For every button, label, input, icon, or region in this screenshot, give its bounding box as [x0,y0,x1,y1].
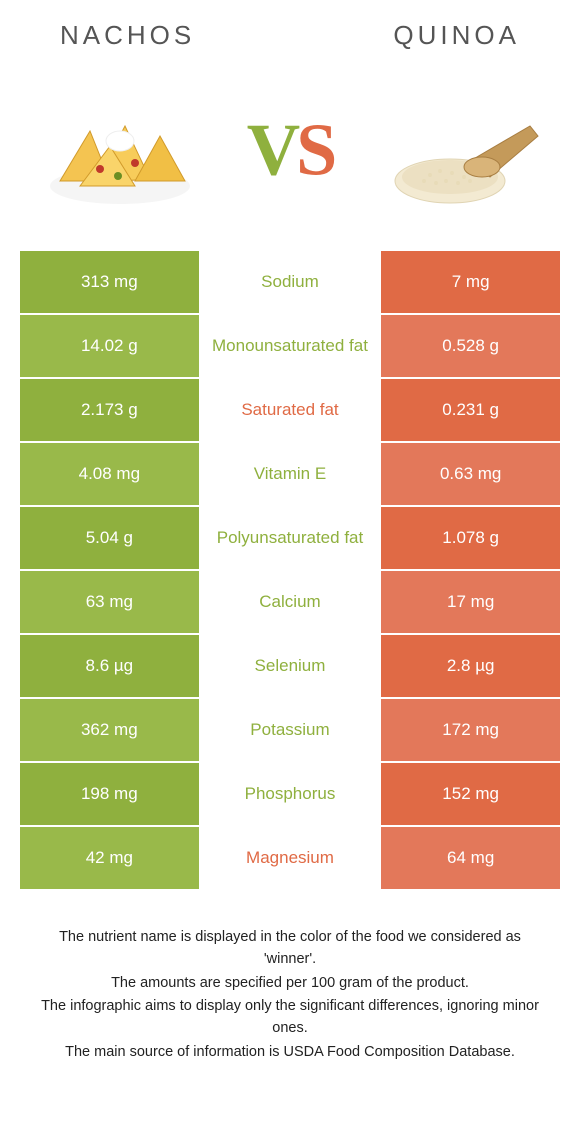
left-value: 5.04 g [20,507,199,569]
hero-row: VS [0,61,580,241]
nutrient-label: Calcium [201,571,380,633]
table-row: 198 mgPhosphorus152 mg [20,763,560,825]
nutrient-label: Selenium [201,635,380,697]
footnote-line: The infographic aims to display only the… [36,996,544,1040]
quinoa-image [380,91,540,211]
footnote-line: The amounts are specified per 100 gram o… [36,973,544,995]
right-value: 7 mg [381,251,560,313]
table-row: 362 mgPotassium172 mg [20,699,560,761]
left-value: 362 mg [20,699,199,761]
vs-badge: VS [247,109,334,194]
footnote-line: The nutrient name is displayed in the co… [36,927,544,971]
left-value: 4.08 mg [20,443,199,505]
right-value: 64 mg [381,827,560,889]
right-value: 172 mg [381,699,560,761]
footnotes: The nutrient name is displayed in the co… [0,891,580,1064]
table-row: 63 mgCalcium17 mg [20,571,560,633]
nutrient-label: Monounsaturated fat [201,315,380,377]
right-food-title: QUINOA [393,20,520,51]
right-value: 0.528 g [381,315,560,377]
nachos-image [40,91,200,211]
left-value: 14.02 g [20,315,199,377]
right-value: 152 mg [381,763,560,825]
right-value: 2.8 µg [381,635,560,697]
nutrient-label: Phosphorus [201,763,380,825]
nutrient-label: Magnesium [201,827,380,889]
right-value: 1.078 g [381,507,560,569]
nutrient-label: Vitamin E [201,443,380,505]
nutrient-label: Polyunsaturated fat [201,507,380,569]
left-value: 313 mg [20,251,199,313]
left-value: 198 mg [20,763,199,825]
right-value: 0.63 mg [381,443,560,505]
table-row: 5.04 gPolyunsaturated fat1.078 g [20,507,560,569]
table-row: 4.08 mgVitamin E0.63 mg [20,443,560,505]
left-value: 63 mg [20,571,199,633]
left-value: 2.173 g [20,379,199,441]
right-value: 17 mg [381,571,560,633]
left-food-title: NACHOS [60,20,195,51]
footnote-line: The main source of information is USDA F… [36,1042,544,1064]
nutrient-label: Potassium [201,699,380,761]
comparison-table: 313 mgSodium7 mg14.02 gMonounsaturated f… [18,249,562,891]
right-value: 0.231 g [381,379,560,441]
table-row: 42 mgMagnesium64 mg [20,827,560,889]
nutrient-label: Saturated fat [201,379,380,441]
table-row: 313 mgSodium7 mg [20,251,560,313]
comparison-table-wrap: 313 mgSodium7 mg14.02 gMonounsaturated f… [0,241,580,891]
nutrient-label: Sodium [201,251,380,313]
header-titles: NACHOS QUINOA [0,0,580,61]
vs-letter-s: S [296,109,333,194]
left-value: 42 mg [20,827,199,889]
table-row: 14.02 gMonounsaturated fat0.528 g [20,315,560,377]
left-value: 8.6 µg [20,635,199,697]
table-row: 8.6 µgSelenium2.8 µg [20,635,560,697]
table-row: 2.173 gSaturated fat0.231 g [20,379,560,441]
vs-letter-v: V [247,109,296,194]
